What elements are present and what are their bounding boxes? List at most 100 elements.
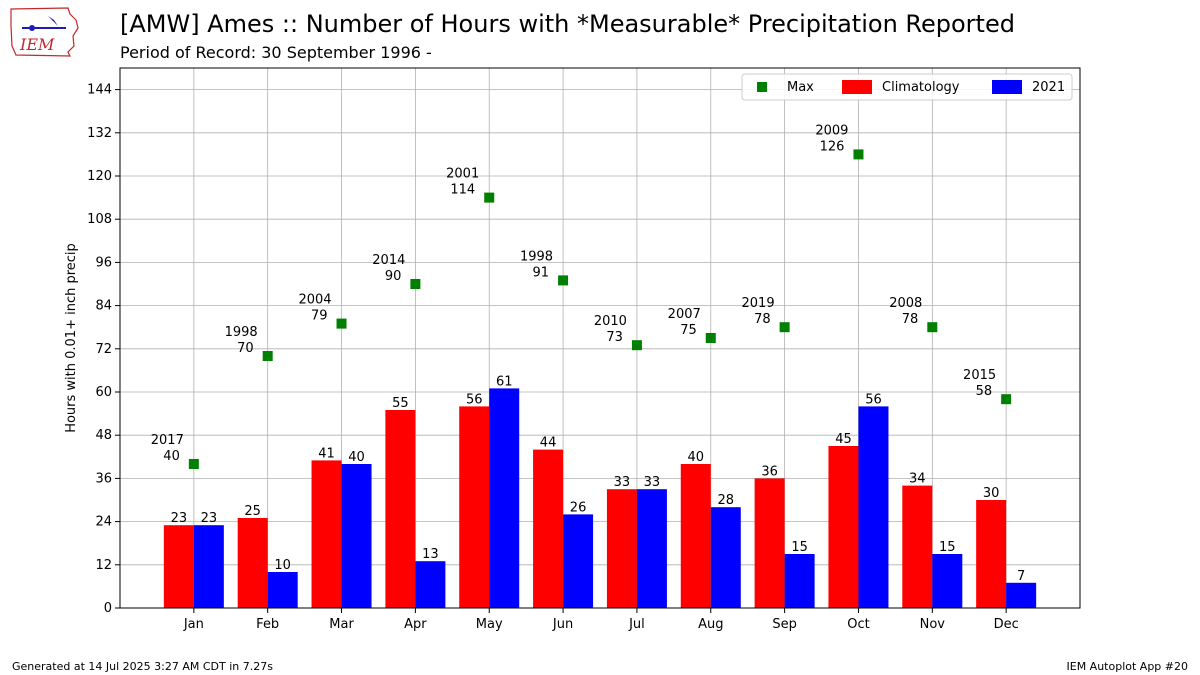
x-tick-label: Jun: [552, 617, 573, 632]
logo-wind-vane: [48, 16, 58, 26]
climatology-bar: [533, 449, 564, 608]
iem-logo: IEM: [10, 7, 79, 57]
max-value-label: 73: [606, 330, 623, 345]
bar-layer: 23 23 25 10 41 40 55 13 56 61 44 26 33 33 40 28 36 15 45 56…: [163, 374, 1037, 608]
max-marker: [779, 322, 790, 333]
climatology-bar: [902, 485, 933, 608]
x-tick-label: Nov: [920, 617, 946, 632]
max-label: 2008 78: [889, 296, 922, 327]
max-marker: [484, 192, 495, 203]
max-year-label: 2014: [372, 253, 405, 268]
max-year-label: 1998: [520, 249, 553, 264]
year-value-label: 28: [717, 493, 734, 508]
year-bar: [193, 525, 224, 608]
climatology-value-label: 45: [835, 432, 852, 447]
legend-max-swatch: [757, 82, 767, 92]
max-year-label: 2010: [594, 314, 627, 329]
x-tick-label: Dec: [994, 617, 1019, 632]
x-tick-label: Apr: [404, 617, 427, 632]
max-label: 2010 73: [594, 314, 627, 345]
legend-year-swatch: [992, 80, 1022, 94]
x-tick-label: Mar: [329, 617, 354, 632]
max-label: 2014 90: [372, 253, 405, 284]
max-year-label: 2001: [446, 167, 479, 182]
y-tick-label: 108: [87, 212, 112, 227]
climatology-value-label: 56: [466, 392, 483, 407]
max-marker: [705, 333, 716, 343]
climatology-bar: [754, 478, 785, 608]
year-value-label: 13: [422, 547, 439, 562]
logo-text: IEM: [19, 35, 55, 54]
y-tick-label: 12: [95, 558, 112, 573]
max-value-label: 79: [311, 309, 328, 324]
year-bar: [267, 572, 298, 608]
climatology-bar: [311, 460, 342, 608]
max-value-label: 70: [237, 341, 254, 356]
max-marker: [410, 279, 421, 289]
year-value-label: 26: [570, 500, 587, 515]
max-value-label: 75: [680, 323, 697, 338]
climatology-bar: [828, 446, 859, 608]
climatology-value-label: 40: [687, 450, 704, 465]
y-axis-label: Hours with 0.01+ inch precip: [64, 243, 79, 433]
max-year-label: 1998: [225, 325, 258, 340]
x-tick-label: Oct: [847, 617, 869, 632]
x-tick-label: Sep: [772, 617, 797, 632]
legend-max-label: Max: [787, 80, 814, 95]
y-tick-label: 96: [95, 255, 112, 270]
max-value-label: 126: [820, 139, 845, 154]
max-year-label: 2017: [151, 433, 184, 448]
climatology-value-label: 30: [983, 486, 1000, 501]
max-label: 2019 78: [742, 296, 775, 327]
max-year-label: 2008: [889, 296, 922, 311]
max-value-label: 78: [754, 312, 771, 327]
chart-title: [AMW] Ames :: Number of Hours with *Meas…: [120, 10, 1015, 38]
max-value-label: 90: [385, 269, 402, 284]
max-marker: [927, 322, 938, 333]
max-year-label: 2004: [298, 293, 331, 308]
y-tick-label: 84: [95, 299, 112, 314]
climatology-value-label: 34: [909, 472, 926, 487]
year-value-label: 10: [274, 558, 291, 573]
climatology-value-label: 55: [392, 396, 409, 411]
max-marker: [1001, 394, 1012, 405]
legend-climatology-swatch: [842, 80, 872, 94]
climatology-value-label: 36: [761, 464, 778, 479]
legend: Max Climatology 2021: [741, 73, 1073, 101]
app-label: IEM Autoplot App #20: [1066, 660, 1189, 673]
year-value-label: 23: [201, 511, 218, 526]
year-value-label: 7: [1017, 569, 1025, 584]
y-tick-label: 144: [87, 83, 112, 98]
plot-frame: [119, 67, 1081, 609]
legend-box: [741, 73, 1073, 101]
max-marker: [188, 459, 199, 469]
max-label: 2001 114: [446, 167, 479, 198]
max-value-label: 78: [902, 312, 919, 327]
legend-year-label: 2021: [1032, 80, 1065, 95]
climatology-bar: [976, 500, 1007, 608]
max-marker: [558, 275, 569, 286]
max-value-label: 91: [533, 265, 550, 280]
x-tick-label: Jan: [183, 617, 204, 632]
year-bar: [784, 554, 815, 608]
x-tick-label: Jul: [628, 617, 645, 632]
max-label: 2004 79: [298, 293, 331, 324]
x-tick-label: Feb: [256, 617, 279, 632]
climatology-bar: [237, 518, 268, 608]
max-marker: [262, 351, 273, 361]
climatology-value-label: 44: [540, 436, 557, 451]
axis-layer: 0 12 24 36 48 60 72 84 96 108 120 132 144 Jan Feb Mar Ap…: [64, 67, 1081, 632]
year-bar: [489, 388, 520, 608]
logo-station-dot: [29, 25, 35, 31]
max-label: 2009 126: [815, 123, 848, 154]
y-tick-label: 0: [104, 601, 112, 616]
max-label: 1998 91: [520, 249, 553, 280]
max-year-label: 2007: [668, 307, 701, 322]
climatology-value-label: 41: [318, 446, 335, 461]
x-tick-label: May: [476, 617, 503, 632]
max-value-label: 40: [163, 449, 180, 464]
climatology-bar: [385, 410, 416, 608]
max-value-label: 114: [450, 183, 475, 198]
year-bar: [636, 489, 667, 608]
